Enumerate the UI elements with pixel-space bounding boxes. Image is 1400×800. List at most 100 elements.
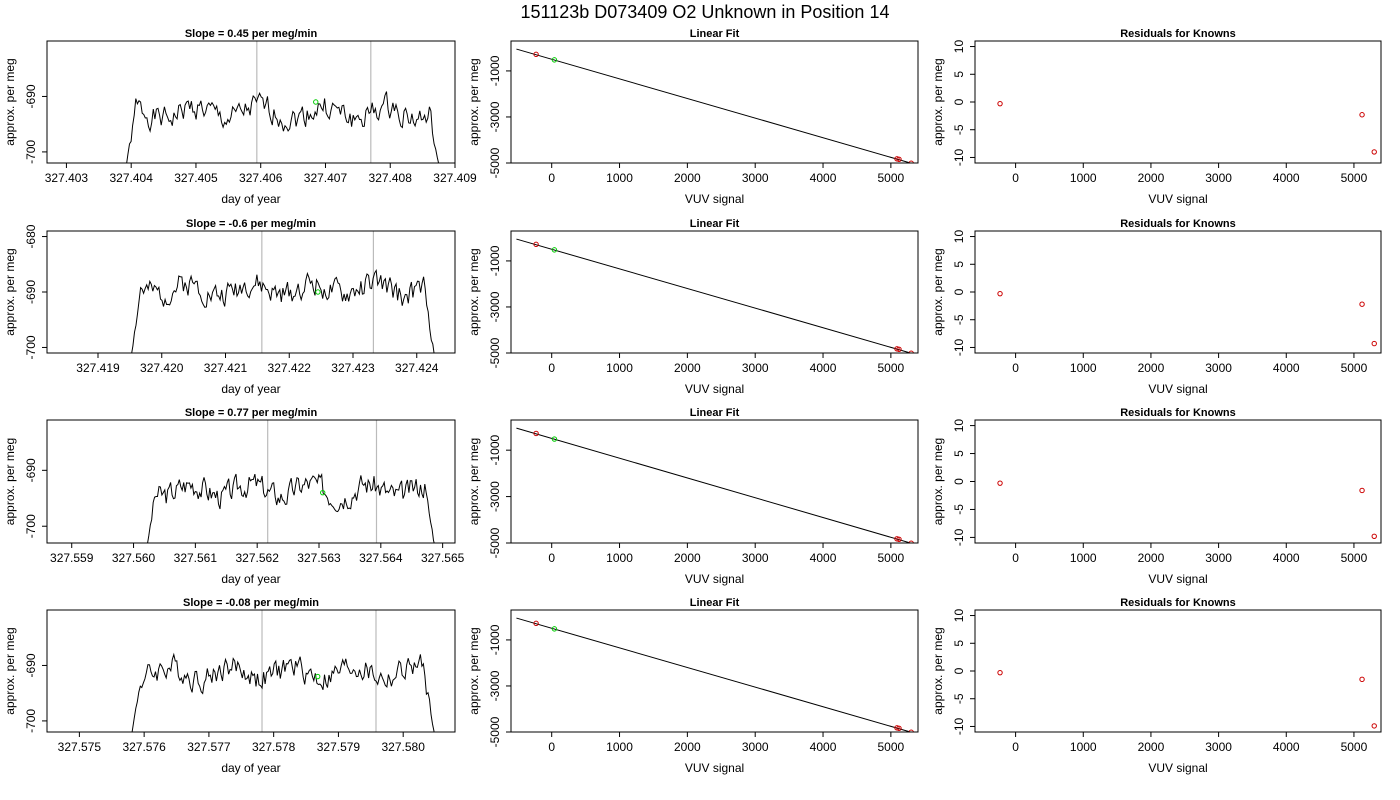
series-line <box>147 473 435 543</box>
y-tick-label: -3000 <box>488 481 502 512</box>
panel-frame <box>46 230 456 354</box>
y-tick-label: -5000 <box>488 527 502 558</box>
panel-residuals-row-0: Residuals for Knowns VUV signal approx. pe… <box>931 28 1382 206</box>
x-tick-label: 3000 <box>742 171 769 185</box>
panel-timeseries-row-1: Slope = -0.6 per meg/min day of year appro… <box>3 218 456 396</box>
panel-title: Residuals for Knowns <box>1120 597 1236 609</box>
residual-point <box>997 100 1003 107</box>
y-tick-label: 10 <box>952 230 966 244</box>
known-point <box>533 241 539 248</box>
panel-title: Slope = -0.08 per meg/min <box>183 597 319 609</box>
x-tick-label: 327.424 <box>395 361 439 375</box>
x-tick-label: 327.565 <box>421 551 465 565</box>
x-tick-label: 4000 <box>810 171 837 185</box>
residual-point <box>1359 487 1365 494</box>
x-tick-label: 3000 <box>1205 740 1232 754</box>
unknown-marker-point <box>315 673 321 680</box>
plot-area <box>997 290 1377 347</box>
x-tick-label: 327.563 <box>297 551 341 565</box>
panel-frame <box>46 419 456 544</box>
fit-line <box>516 617 912 732</box>
panel-timeseries-row-2: Slope = 0.77 per meg/min day of year appro… <box>3 407 465 586</box>
x-tick-label: 327.404 <box>109 171 153 185</box>
residual-point <box>1371 340 1377 347</box>
x-tick-label: 4000 <box>1273 361 1300 375</box>
x-axis-label: day of year <box>221 761 280 775</box>
x-tick-label: 0 <box>548 551 555 565</box>
panel-timeseries-row-0: Slope = 0.45 per meg/min day of year appro… <box>3 28 477 206</box>
series-line <box>126 91 440 163</box>
y-axis-label: approx. per meg <box>931 248 945 335</box>
panel-residuals-row-1: Residuals for Knowns VUV signal approx. pe… <box>931 218 1382 396</box>
x-tick-label: 327.578 <box>252 740 296 754</box>
x-axis-label: day of year <box>221 192 280 206</box>
y-axis-label: approx. per meg <box>467 438 481 525</box>
x-axis-label: VUV signal <box>1148 761 1207 775</box>
y-tick-label: 5 <box>952 640 966 647</box>
known-point <box>533 430 539 437</box>
page-title: 151123b D073409 O2 Unknown in Position 1… <box>521 2 890 22</box>
x-tick-label: 327.579 <box>317 740 361 754</box>
x-tick-label: 327.575 <box>58 740 102 754</box>
known-point <box>908 540 914 543</box>
y-axis-label: approx. per meg <box>3 627 17 714</box>
y-tick-label: -3000 <box>488 670 502 701</box>
plot-area <box>126 41 440 163</box>
x-tick-label: 4000 <box>810 740 837 754</box>
panel-frame <box>974 419 1382 544</box>
panel-frame <box>974 609 1382 733</box>
x-tick-label: 3000 <box>742 740 769 754</box>
y-tick-label: 0 <box>952 667 966 674</box>
y-tick-label: 10 <box>952 40 966 54</box>
known-point <box>896 536 902 542</box>
x-tick-label: 327.408 <box>369 171 413 185</box>
known-point <box>533 51 539 58</box>
panel-residuals-row-2: Residuals for Knowns VUV signal approx. pe… <box>931 407 1382 586</box>
x-axis-label: day of year <box>221 382 280 396</box>
panel-title: Slope = -0.6 per meg/min <box>186 218 316 230</box>
x-tick-label: 1000 <box>1070 740 1097 754</box>
x-tick-label: 1000 <box>606 171 633 185</box>
x-tick-label: 5000 <box>878 551 905 565</box>
unknown-marker-point <box>313 99 319 105</box>
panel-fit-row-1: Linear Fit VUV signal approx. per meg 0 1000… <box>467 218 919 396</box>
x-tick-label: 327.559 <box>50 551 94 565</box>
y-tick-label: 0 <box>952 288 966 295</box>
y-tick-label: 0 <box>952 98 966 105</box>
x-tick-label: 2000 <box>1138 740 1165 754</box>
plot-area <box>131 231 435 353</box>
unknown-point <box>551 626 558 632</box>
residual-point <box>1371 533 1377 539</box>
y-tick-label: 5 <box>952 450 966 457</box>
x-tick-label: 0 <box>1012 740 1019 754</box>
x-axis-label: VUV signal <box>1148 192 1207 206</box>
panel-timeseries-row-3: Slope = -0.08 per meg/min day of year appr… <box>3 597 456 775</box>
series-line <box>131 652 435 732</box>
x-tick-label: 1000 <box>1070 171 1097 185</box>
y-axis-label: approx. per meg <box>3 58 17 145</box>
x-axis-label: VUV signal <box>1148 572 1207 586</box>
panel-title: Linear Fit <box>690 407 740 419</box>
known-point <box>908 160 914 163</box>
panel-title: Residuals for Knowns <box>1120 28 1236 40</box>
x-tick-label: 327.561 <box>174 551 218 565</box>
x-tick-label: 2000 <box>1138 361 1165 375</box>
y-tick-label: -680 <box>24 224 38 248</box>
residual-point <box>997 480 1003 486</box>
panel-title: Slope = 0.45 per meg/min <box>185 28 318 40</box>
y-tick-label: -700 <box>24 335 38 359</box>
panel-frame <box>510 40 919 164</box>
x-tick-label: 5000 <box>878 740 905 754</box>
panel-residuals-row-3: Residuals for Knowns VUV signal approx. pe… <box>931 597 1382 775</box>
x-tick-label: 5000 <box>878 171 905 185</box>
y-axis-label: approx. per meg <box>467 248 481 335</box>
x-tick-label: 327.577 <box>187 740 231 754</box>
x-tick-label: 0 <box>1012 361 1019 375</box>
panel-title: Linear Fit <box>690 218 740 230</box>
y-tick-label: -1000 <box>488 55 502 86</box>
x-tick-label: 2000 <box>674 361 701 375</box>
x-tick-label: 4000 <box>1273 551 1300 565</box>
residual-point <box>997 290 1003 297</box>
y-tick-label: -5000 <box>488 147 502 178</box>
x-tick-label: 1000 <box>606 740 633 754</box>
